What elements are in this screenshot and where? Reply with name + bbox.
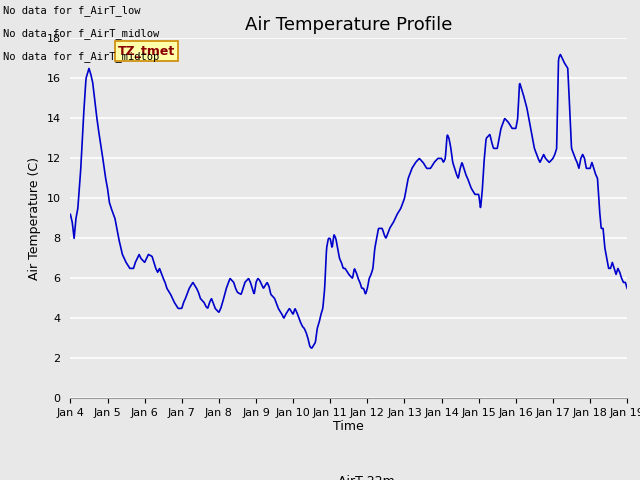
Legend: AirT 22m: AirT 22m (298, 470, 399, 480)
X-axis label: Time: Time (333, 420, 364, 432)
Text: TZ_tmet: TZ_tmet (118, 45, 175, 58)
Text: No data for f_AirT_low: No data for f_AirT_low (3, 5, 141, 16)
AirT 22m (140, 259, 148, 265)
AirT 22m (623, 286, 631, 291)
Text: No data for f_AirT_midtop: No data for f_AirT_midtop (3, 51, 159, 62)
AirT 22m (360, 286, 367, 291)
AirT 22m (254, 276, 262, 281)
Text: No data for f_AirT_midlow: No data for f_AirT_midlow (3, 28, 159, 39)
AirT 22m (67, 212, 74, 217)
AirT 22m (308, 345, 316, 350)
Line: AirT 22m: AirT 22m (70, 55, 627, 348)
AirT 22m (557, 52, 564, 58)
AirT 22m (161, 278, 168, 284)
Y-axis label: Air Temperature (C): Air Temperature (C) (28, 157, 41, 280)
AirT 22m (308, 345, 316, 351)
Title: Air Temperature Profile: Air Temperature Profile (245, 16, 452, 34)
AirT 22m (371, 244, 379, 250)
